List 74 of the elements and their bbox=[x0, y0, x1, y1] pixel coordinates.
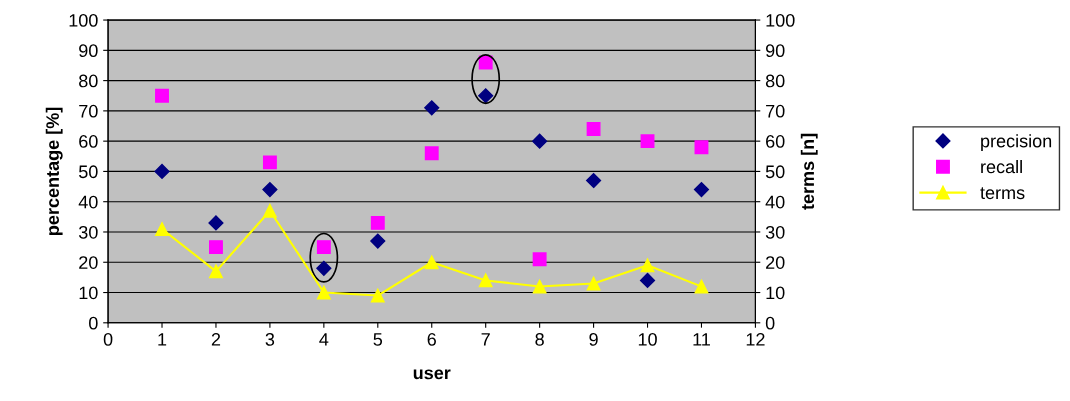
point bbox=[586, 172, 602, 189]
point bbox=[424, 100, 440, 116]
x-axis-title: user bbox=[413, 369, 451, 380]
point bbox=[155, 88, 169, 103]
y2-tick-label: 30 bbox=[765, 225, 785, 239]
y-tick-label: 70 bbox=[79, 104, 98, 118]
point bbox=[639, 272, 656, 288]
y-tick-label: 10 bbox=[79, 286, 98, 300]
x-tick-label: 7 bbox=[481, 333, 490, 346]
point bbox=[370, 288, 385, 303]
point bbox=[586, 122, 601, 136]
x-tick-label: 10 bbox=[638, 333, 657, 346]
point bbox=[424, 255, 439, 270]
y-tick-label: 30 bbox=[78, 225, 98, 239]
point bbox=[640, 258, 655, 273]
point bbox=[532, 133, 548, 149]
x-tick-label: 1 bbox=[158, 333, 167, 346]
y2-tick-label: 0 bbox=[765, 316, 775, 330]
y-tick-label: 80 bbox=[79, 74, 98, 88]
x-tick-label: 0 bbox=[103, 333, 113, 346]
x-tick-label: 5 bbox=[373, 333, 383, 346]
y2-tick-label: 60 bbox=[766, 135, 785, 148]
point bbox=[209, 240, 223, 255]
point bbox=[370, 233, 386, 249]
y-tick-label: 40 bbox=[78, 195, 98, 209]
y2-axis-title: terms [n] bbox=[800, 133, 818, 210]
y2-tick-label: 20 bbox=[766, 256, 785, 269]
y-tick-label: 90 bbox=[79, 44, 98, 58]
point bbox=[532, 252, 547, 267]
y2-tick-label: 70 bbox=[766, 104, 785, 118]
point bbox=[694, 279, 709, 294]
point bbox=[316, 240, 331, 255]
point bbox=[478, 55, 493, 70]
point bbox=[155, 222, 169, 236]
y2-tick-label: 100 bbox=[766, 13, 795, 27]
point bbox=[586, 276, 601, 291]
point bbox=[209, 264, 223, 279]
y2-tick-label: 40 bbox=[765, 195, 785, 209]
point bbox=[694, 140, 709, 155]
x-tick-label: 6 bbox=[427, 333, 436, 346]
x-tick-label: 11 bbox=[693, 333, 710, 346]
point bbox=[154, 163, 170, 179]
point bbox=[693, 182, 710, 198]
x-tick-label: 2 bbox=[211, 333, 221, 346]
x-tick-label: 3 bbox=[265, 333, 275, 346]
y-tick-label: 0 bbox=[89, 316, 98, 330]
x-tick-label: 4 bbox=[319, 333, 329, 346]
point bbox=[370, 215, 385, 230]
y-axis-title: percentage [%] bbox=[45, 107, 63, 235]
x-tick-label: 12 bbox=[746, 333, 765, 346]
point bbox=[478, 273, 493, 288]
x-tick-label: 9 bbox=[589, 333, 598, 346]
y-tick-label: 100 bbox=[69, 13, 98, 27]
point bbox=[532, 279, 547, 294]
legend-label: recall bbox=[981, 160, 1022, 174]
point bbox=[316, 260, 332, 276]
y-tick-label: 20 bbox=[79, 256, 98, 269]
point bbox=[262, 155, 277, 170]
point bbox=[208, 215, 224, 231]
x-tick-label: 8 bbox=[535, 333, 544, 346]
y2-tick-label: 90 bbox=[765, 44, 785, 58]
y2-tick-label: 10 bbox=[766, 286, 785, 300]
point bbox=[640, 134, 655, 149]
point bbox=[262, 182, 278, 198]
y-tick-label: 60 bbox=[79, 135, 98, 148]
y2-tick-label: 50 bbox=[765, 165, 785, 179]
point bbox=[262, 203, 277, 218]
y2-tick-label: 80 bbox=[765, 74, 785, 88]
point bbox=[316, 285, 331, 300]
legend-label: terms bbox=[980, 187, 1025, 200]
point bbox=[478, 88, 494, 104]
y-tick-label: 50 bbox=[78, 165, 98, 179]
point bbox=[424, 146, 439, 161]
legend-label: precision bbox=[981, 134, 1052, 151]
